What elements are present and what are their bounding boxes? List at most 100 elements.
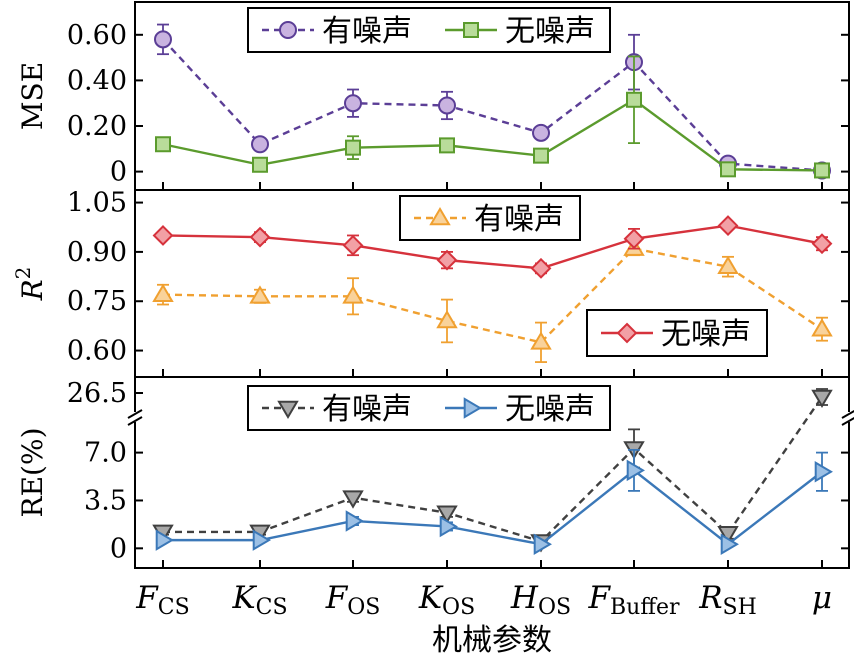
data-point: [623, 228, 645, 250]
panel-2: 0.60 0.75 0.90 1.05 R2: [11, 188, 850, 378]
series-line: [162, 224, 823, 270]
legend-label: 有噪声: [474, 202, 564, 237]
series-1-2: [155, 55, 830, 179]
data-point: [252, 529, 271, 551]
y-tick-label: 0.60: [67, 336, 127, 367]
legend-marker: [463, 397, 482, 419]
data-point: [249, 285, 271, 304]
data-point: [342, 234, 364, 256]
y-tick-label: 1.05: [67, 188, 127, 219]
data-point: [811, 233, 833, 255]
series-line: [163, 396, 823, 543]
legend-mse: 有噪声 无噪声: [247, 7, 611, 53]
data-point: [811, 389, 833, 408]
panel-3: 26.5 0 3.5 7.0 RE(%): [16, 376, 854, 569]
legend-box: [247, 7, 611, 53]
series-line: [162, 98, 823, 172]
legend-box: [586, 309, 768, 357]
series-line: [162, 247, 823, 344]
legend-marker: [616, 322, 638, 344]
data-point: [152, 225, 174, 246]
data-point: [345, 139, 361, 156]
data-point: [249, 226, 271, 248]
legend-marker: [277, 400, 299, 419]
y-axis-label: RE(%): [16, 428, 49, 518]
y-tick-label: 0: [110, 533, 127, 564]
data-point: [814, 162, 830, 179]
break-gap-right: [841, 412, 854, 422]
y-tick-label: 7.0: [84, 438, 127, 469]
data-point: [342, 285, 364, 304]
data-point: [532, 123, 550, 142]
y-tick-label: 26.5: [67, 378, 127, 409]
data-point: [342, 490, 364, 509]
x-tick-label: HOS: [510, 580, 571, 620]
data-point: [436, 505, 458, 524]
data-point: [530, 331, 552, 350]
legend-label: 有噪声: [322, 392, 412, 427]
data-point: [811, 318, 833, 337]
break-gap-left: [127, 412, 143, 422]
data-point: [152, 283, 174, 302]
y-tick-label: 0.60: [67, 20, 127, 51]
legend-marker: [429, 207, 451, 226]
legend-r2-noisy: 有噪声: [399, 195, 581, 241]
legend-label: 无噪声: [661, 317, 751, 352]
data-point: [251, 135, 269, 154]
data-point: [438, 96, 456, 115]
data-point: [814, 461, 833, 483]
data-point: [155, 136, 171, 153]
y-tick-label: 3.5: [84, 485, 127, 516]
x-tick-label: FOS: [325, 580, 381, 620]
data-point: [533, 147, 549, 164]
y-tick-label: 0: [110, 157, 127, 188]
data-point: [345, 510, 364, 532]
break-mark: [127, 416, 143, 426]
data-point: [439, 515, 458, 538]
data-point: [717, 525, 739, 545]
data-point: [344, 94, 362, 113]
legend-box: [399, 195, 581, 241]
data-point: [720, 533, 739, 555]
series-3-2: [155, 448, 833, 555]
x-tick-label: RSH: [698, 580, 757, 620]
series-line: [163, 468, 823, 546]
series-3-1: [152, 388, 833, 553]
data-point: [626, 91, 642, 108]
x-tick-label: μ: [812, 580, 832, 616]
y-tick-label: 0.75: [67, 286, 127, 317]
data-point: [154, 30, 172, 49]
legend-marker: [463, 22, 479, 38]
data-point: [720, 161, 736, 178]
x-tick-label: KCS: [231, 580, 287, 620]
panel-1: 0 0.20 0.40 0.60 MSE: [16, 1, 850, 191]
y-tick-label: 0.90: [67, 237, 127, 268]
legend-label: 无噪声: [505, 392, 595, 427]
data-point: [252, 156, 268, 173]
data-point: [626, 459, 645, 482]
data-point: [436, 249, 458, 271]
series-line: [162, 38, 823, 172]
x-tick-label: FCS: [135, 580, 189, 620]
data-point: [717, 215, 739, 237]
legend-label: 无噪声: [505, 14, 595, 49]
legend-label: 有噪声: [322, 14, 412, 49]
panel-frame: [134, 376, 850, 569]
legend-marker: [279, 21, 297, 39]
series-2-2: [152, 215, 833, 279]
x-tick-label: KOS: [418, 580, 475, 620]
data-point: [439, 137, 455, 154]
data-point: [155, 529, 174, 551]
y-tick-label: 0.40: [67, 65, 127, 96]
legend-box: [247, 385, 611, 431]
data-point: [717, 255, 739, 275]
data-point: [533, 533, 552, 555]
data-point: [530, 257, 552, 279]
legend-re: 有噪声 无噪声: [247, 385, 611, 431]
y-axis-label: MSE: [16, 62, 49, 130]
x-tick-label: FBuffer: [587, 580, 680, 620]
break-mark: [127, 409, 143, 419]
y-tick-label: 0.20: [67, 111, 127, 142]
y-axis-label: R2: [11, 267, 49, 302]
